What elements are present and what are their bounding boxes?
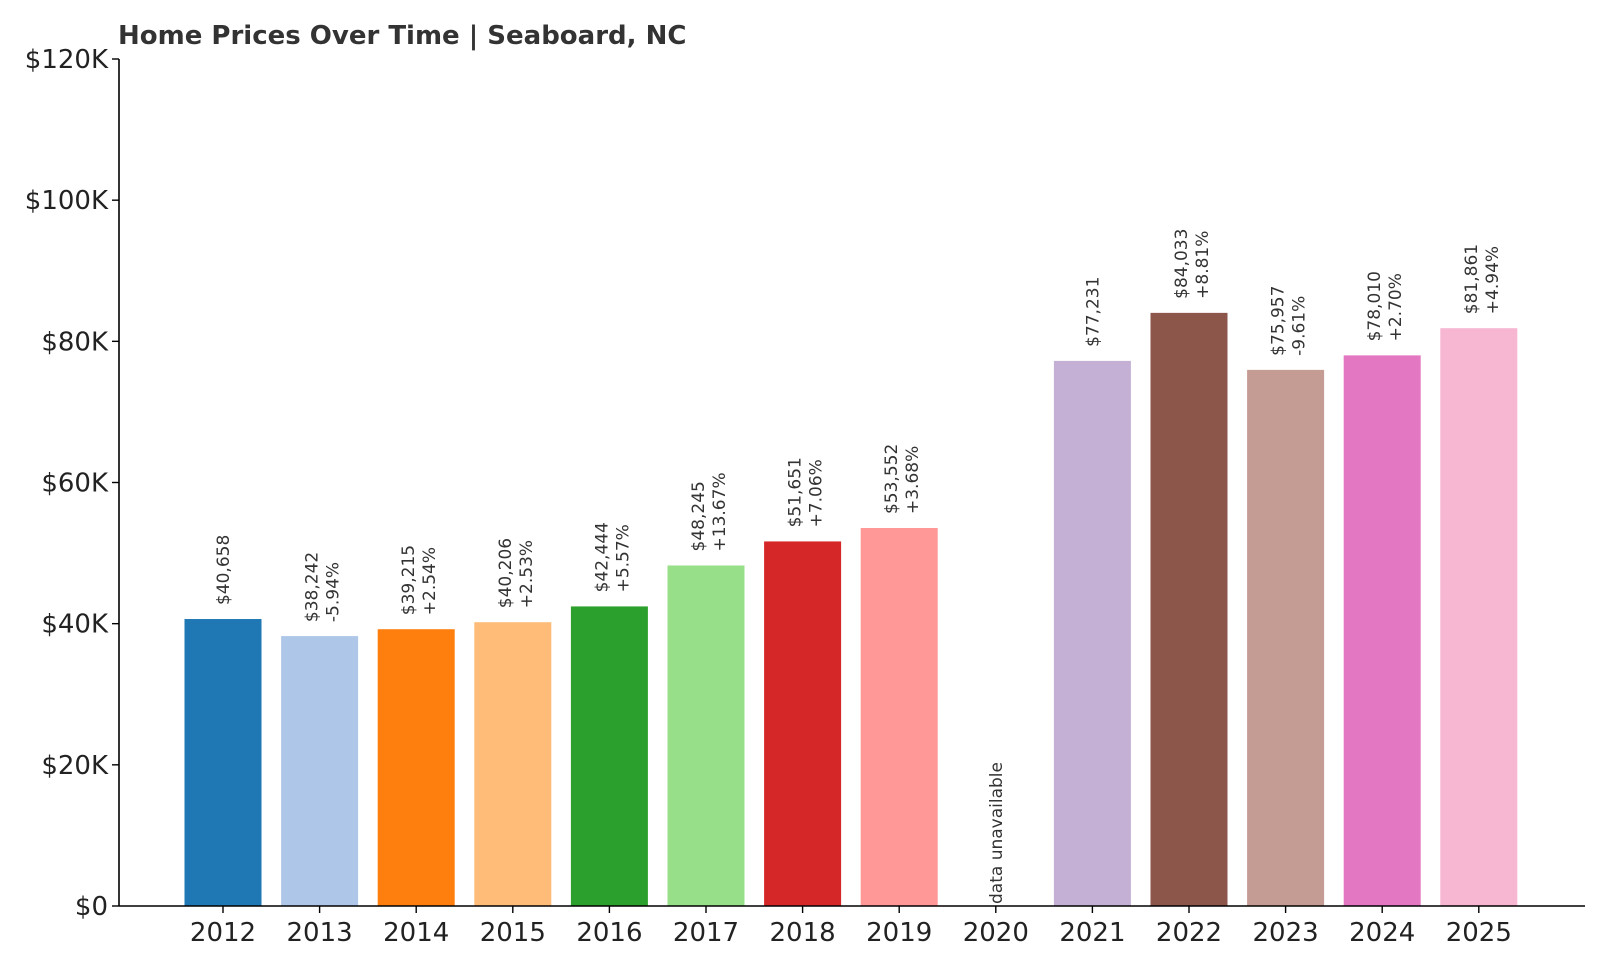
x-tick-label: 2022 — [1156, 918, 1222, 948]
x-tick-label: 2016 — [576, 918, 642, 948]
y-tick-label: $120K — [25, 45, 109, 75]
bar-2013 — [281, 636, 359, 906]
x-tick-label: 2024 — [1349, 918, 1415, 948]
change-label: +5.57% — [613, 524, 633, 592]
value-label: $53,552 — [882, 444, 902, 514]
x-tick-label: 2023 — [1253, 918, 1319, 948]
y-tick-label: $20K — [41, 751, 109, 781]
bar-2019 — [860, 528, 938, 906]
value-label: $75,957 — [1269, 286, 1289, 356]
value-label: $77,231 — [1083, 277, 1103, 347]
x-tick-label: 2014 — [383, 918, 449, 948]
x-tick-label: 2020 — [963, 918, 1029, 948]
bar-2016 — [570, 606, 648, 906]
data-labels-group: $40,658 $38,242 -5.94% $39,215 +2.54% $40,206… — [214, 229, 1503, 904]
change-label: +2.54% — [420, 547, 440, 615]
change-label: +2.70% — [1386, 273, 1406, 341]
change-label: -9.61% — [1290, 296, 1310, 356]
change-label: +4.94% — [1483, 246, 1503, 314]
value-label: $40,206 — [496, 538, 516, 608]
chart-title: Home Prices Over Time | Seaboard, NC — [118, 21, 686, 51]
x-tick-label: 2019 — [866, 918, 932, 948]
missing-data-label: data unavailable — [987, 762, 1007, 904]
bar-2017 — [667, 565, 745, 906]
y-axis-ticks: $0 $20K $40K $60K $80K $100K $120K — [25, 45, 119, 922]
change-label: +13.67% — [710, 472, 730, 551]
y-tick-label: $60K — [41, 469, 109, 499]
x-tick-label: 2015 — [480, 918, 546, 948]
bar-2024 — [1343, 355, 1421, 907]
value-label: $51,651 — [786, 457, 806, 527]
bar-2014 — [377, 629, 455, 906]
bars-group — [184, 312, 1518, 907]
y-tick-label: $0 — [75, 892, 108, 922]
change-label: +2.53% — [517, 540, 537, 608]
value-label: $78,010 — [1365, 271, 1385, 341]
value-label: $40,658 — [214, 535, 234, 605]
value-label: $38,242 — [303, 552, 323, 622]
value-label: $39,215 — [399, 545, 419, 615]
bar-2018 — [764, 541, 842, 906]
x-tick-label: 2021 — [1059, 918, 1125, 948]
bar-2021 — [1053, 360, 1131, 906]
change-label: +8.81% — [1193, 231, 1213, 299]
bar-2012 — [184, 619, 262, 906]
y-tick-label: $80K — [41, 327, 109, 357]
value-label: $48,245 — [689, 481, 709, 551]
bar-2023 — [1247, 369, 1325, 906]
y-tick-label: $100K — [25, 186, 109, 216]
x-axis-ticks: 2012 2013 2014 2015 2016 2017 2018 2019 2020 2021… — [190, 906, 1512, 948]
change-label: +7.06% — [807, 459, 827, 527]
value-label: $42,444 — [592, 522, 612, 592]
change-label: +3.68% — [903, 446, 923, 514]
x-tick-label: 2017 — [673, 918, 739, 948]
x-tick-label: 2012 — [190, 918, 256, 948]
value-label: $84,033 — [1172, 229, 1192, 299]
bar-2022 — [1150, 312, 1228, 906]
x-tick-label: 2025 — [1446, 918, 1512, 948]
value-label: $81,861 — [1462, 244, 1482, 314]
x-tick-label: 2018 — [770, 918, 836, 948]
bar-2015 — [474, 622, 552, 906]
change-label: -5.94% — [324, 562, 344, 622]
bar-2025 — [1440, 328, 1518, 907]
y-tick-label: $40K — [41, 610, 109, 640]
x-tick-label: 2013 — [287, 918, 353, 948]
